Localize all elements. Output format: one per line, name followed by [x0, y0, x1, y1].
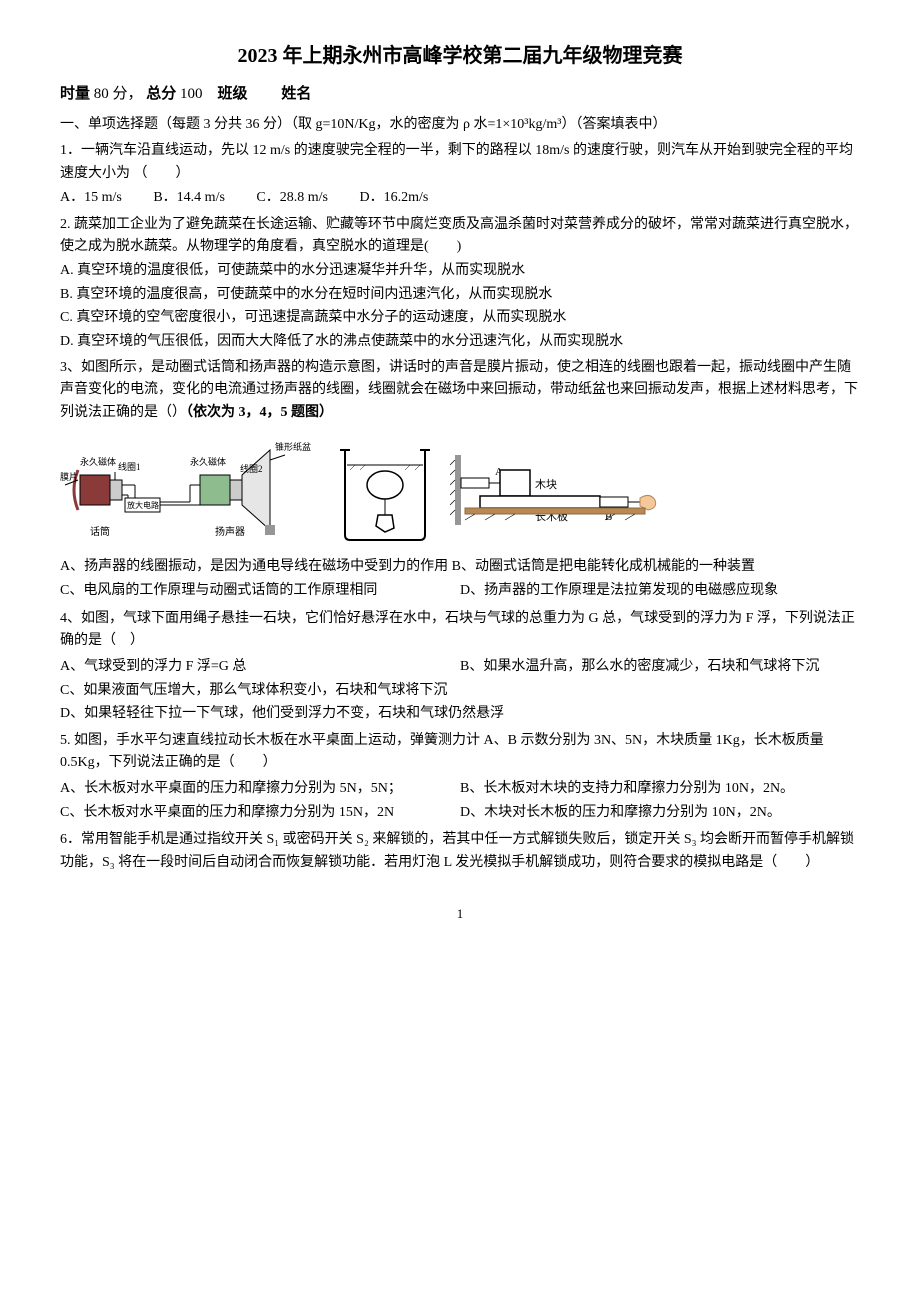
q6-stem: 6．常用智能手机是通过指纹开关 S₁ 或密码开关 S₂ 来解锁的，若其中任一方式… — [60, 829, 860, 874]
q5-opt-c: C、长木板对水平桌面的压力和摩擦力分别为 15N，2N — [60, 802, 460, 824]
q2-opt-a: A. 真空环境的温度很低，可使蔬菜中的水分迅速凝华并升华，从而实现脱水 — [60, 260, 860, 282]
q2-opt-b: B. 真空环境的温度很高，可使蔬菜中的水分在短时间内迅速汽化，从而实现脱水 — [60, 284, 860, 306]
q3-opt-d: D、扬声器的工作原理是法拉第发现的电磁感应现象 — [460, 580, 860, 602]
figure-q4 — [330, 440, 440, 550]
q5-stem: 5. 如图，手水平匀速直线拉动长木板在水平桌面上运动，弹簧测力计 A、B 示数分… — [60, 730, 860, 775]
q5-opt-a: A、长木板对水平桌面的压力和摩擦力分别为 5N，5N； — [60, 778, 460, 800]
q4-stem: 4、如图，气球下面用绳子悬挂一石块，它们恰好悬浮在水中，石块与气球的总重力为 G… — [60, 608, 860, 653]
q1-opt-d: D．16.2m/s — [360, 190, 429, 205]
score-label: 总分 — [146, 86, 176, 102]
exam-meta: 时量 80 分， 总分 100 班级 姓名 — [60, 82, 860, 106]
q4-opt-c: C、如果液面气压增大，那么气球体积变小，石块和气球将下沉 — [60, 680, 860, 702]
name-label: 姓名 — [281, 86, 311, 102]
q4-opt-b: B、如果水温升高，那么水的密度减少，石块和气球将下沉 — [460, 656, 860, 678]
figure-row: 膜片 永久磁体 线圈1 放大电路 话筒 永久磁体 线圈2 锥形纸盆 扬声器 — [60, 430, 860, 550]
section-a-heading: 一、单项选择题（每题 3 分共 36 分）（取 g=10N/Kg，水的密度为 ρ… — [60, 114, 860, 136]
q3-stem: 3、如图所示，是动圈式话筒和扬声器的构造示意图，讲话时的声音是膜片振动，使之相连… — [60, 357, 860, 424]
fig3-cone-label: 锥形纸盆 — [275, 441, 311, 452]
fig3-coil1-label: 线圈1 — [118, 461, 141, 472]
fig3-magnet2-label: 永久磁体 — [190, 456, 226, 467]
figure-q5: A 木块 长木板 B — [450, 450, 660, 550]
q2-opt-c: C. 真空环境的空气密度很小，可迅速提高蔬菜中水分子的运动速度，从而实现脱水 — [60, 307, 860, 329]
q1-opt-a: A．15 m/s — [60, 190, 122, 205]
score-value: 100 — [180, 86, 203, 102]
fig3-mic-label: 话筒 — [90, 525, 110, 538]
q2-stem: 2. 蔬菜加工企业为了避免蔬菜在长途运输、贮藏等环节中腐烂变质及高温杀菌时对菜营… — [60, 214, 860, 259]
time-value: 80 分， — [94, 86, 143, 102]
q1-options: A．15 m/s B．14.4 m/s C．28.8 m/s D．16.2m/s — [60, 187, 860, 209]
fig3-coil2-label: 线圈2 — [240, 463, 263, 474]
q3-opt-c: C、电风扇的工作原理与动圈式话筒的工作原理相同 — [60, 580, 460, 602]
q3-stem-text: 3、如图所示，是动圈式话筒和扬声器的构造示意图，讲话时的声音是膜片振动，使之相连… — [60, 360, 858, 420]
q1-stem: 1．一辆汽车沿直线运动，先以 12 m/s 的速度驶完全程的一半，剩下的路程以 … — [60, 140, 860, 185]
figure-q3: 膜片 永久磁体 线圈1 放大电路 话筒 永久磁体 线圈2 锥形纸盆 扬声器 — [60, 430, 320, 550]
fig3-speaker-label: 扬声器 — [215, 525, 245, 538]
fig5-block-label: 木块 — [535, 478, 557, 491]
time-label: 时量 — [60, 86, 90, 102]
q1-opt-c: C．28.8 m/s — [256, 190, 328, 205]
fig3-amp-label: 放大电路 — [127, 500, 159, 510]
page-title: 2023 年上期永州市高峰学校第二届九年级物理竞赛 — [60, 40, 860, 72]
q3-figure-hint: （依次为 3，4，5 题图） — [186, 405, 333, 420]
fig3-magnet1-label: 永久磁体 — [80, 456, 116, 467]
q4-opt-d: D、如果轻轻往下拉一下气球，他们受到浮力不变，石块和气球仍然悬浮 — [60, 703, 860, 725]
q1-opt-b: B．14.4 m/s — [153, 190, 225, 205]
q2-opt-d: D. 真空环境的气压很低，因而大大降低了水的沸点使蔬菜中的水分迅速汽化，从而实现… — [60, 331, 860, 353]
q5-opt-d: D、木块对长木板的压力和摩擦力分别为 10N，2N。 — [460, 802, 860, 824]
q3-opt-ab: A、扬声器的线圈振动，是因为通电导线在磁场中受到力的作用 B、动圈式话筒是把电能… — [60, 556, 860, 578]
class-label: 班级 — [218, 86, 248, 102]
q4-opt-a: A、气球受到的浮力 F 浮=G 总 — [60, 656, 460, 678]
page-number: 1 — [60, 904, 860, 925]
q5-opt-b: B、长木板对木块的支持力和摩擦力分别为 10N，2N。 — [460, 778, 860, 800]
fig3-diaphragm-label: 膜片 — [60, 471, 78, 482]
